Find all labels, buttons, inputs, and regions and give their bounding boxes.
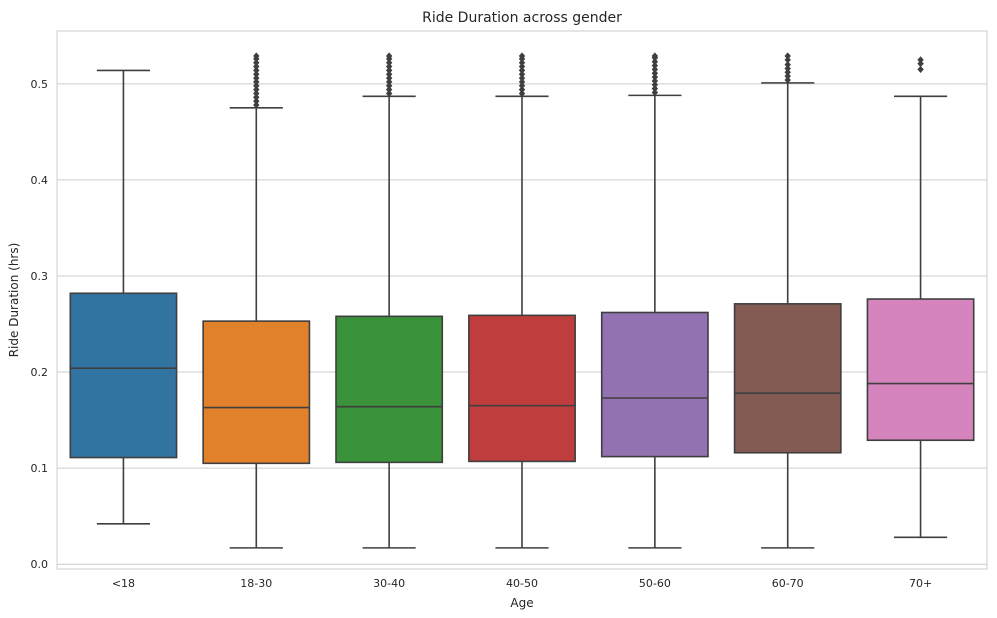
chart-title: Ride Duration across gender xyxy=(422,10,622,26)
outlier-point xyxy=(651,85,659,93)
outlier-point xyxy=(651,58,659,66)
plot-frame xyxy=(56,30,988,570)
x-tick-label: 30-40 xyxy=(373,577,405,590)
outlier-point xyxy=(518,78,526,86)
outlier-point xyxy=(253,78,260,86)
outlier-point xyxy=(385,70,393,78)
iqr-box xyxy=(202,320,311,465)
outlier-point xyxy=(518,70,526,78)
outlier-point xyxy=(253,59,260,67)
outlier-point xyxy=(651,77,659,85)
box-70+ xyxy=(866,56,975,539)
outlier-point xyxy=(917,56,924,64)
outlier-point xyxy=(917,65,924,74)
outlier-point xyxy=(518,89,526,98)
box-18-30 xyxy=(202,52,311,549)
iqr-box xyxy=(69,292,178,459)
outlier-point xyxy=(651,65,659,74)
outlier-point xyxy=(385,74,393,82)
x-tick-label: 18-30 xyxy=(240,577,272,590)
outlier-point xyxy=(385,78,393,86)
box-40-50 xyxy=(468,52,576,549)
outlier-point xyxy=(651,69,659,77)
outlier-point xyxy=(784,64,791,73)
outlier-point xyxy=(253,82,260,90)
outlier-point xyxy=(518,86,526,94)
outlier-point xyxy=(253,89,260,98)
outlier-point xyxy=(385,89,393,98)
x-axis-label: Age xyxy=(510,596,533,610)
outlier-point xyxy=(385,62,393,71)
outlier-point xyxy=(253,86,260,94)
y-tick-label: 0.5 xyxy=(31,78,49,91)
iqr-box xyxy=(733,303,842,454)
y-axis-label: Ride Duration (hrs) xyxy=(7,243,21,358)
iqr-box xyxy=(335,315,444,464)
outlier-point xyxy=(385,86,393,94)
outlier-point xyxy=(784,72,791,80)
outlier-point xyxy=(651,73,659,81)
y-tick-label: 0.0 xyxy=(31,558,49,571)
outlier-point xyxy=(253,62,260,71)
outlier-point xyxy=(253,93,260,101)
box-30-40 xyxy=(335,52,444,549)
outlier-point xyxy=(784,68,791,76)
outlier-point xyxy=(385,82,393,90)
outlier-point xyxy=(784,76,791,84)
outlier-point xyxy=(385,66,393,74)
outlier-point xyxy=(784,56,791,64)
outlier-point xyxy=(651,61,659,70)
outlier-point xyxy=(518,82,526,90)
outlier-point xyxy=(385,52,393,60)
outlier-point xyxy=(784,52,791,60)
x-tick-labels: <18 18-30 30-40 40-50 50-60 60-70 70+ xyxy=(112,577,932,590)
outlier-point xyxy=(651,52,659,60)
y-tick-label: 0.3 xyxy=(31,270,49,283)
box-50-60 xyxy=(600,52,709,549)
outlier-point xyxy=(917,60,924,68)
outlier-point xyxy=(253,70,260,78)
outlier-point xyxy=(518,59,526,67)
y-tick-labels: 0.0 0.1 0.2 0.3 0.4 0.5 xyxy=(31,78,49,571)
outlier-point xyxy=(253,101,260,109)
outlier-point xyxy=(253,52,260,60)
box-<18 xyxy=(69,69,178,525)
iqr-box xyxy=(468,314,576,463)
x-tick-label: 60-70 xyxy=(772,577,804,590)
y-tick-label: 0.1 xyxy=(31,462,49,475)
outlier-point xyxy=(253,74,260,82)
box-60-70 xyxy=(733,52,842,549)
x-tick-label: <18 xyxy=(112,577,135,590)
outlier-point xyxy=(651,81,659,89)
outlier-point xyxy=(518,62,526,71)
outlier-point xyxy=(518,74,526,82)
y-tick-label: 0.4 xyxy=(31,174,49,187)
boxes xyxy=(69,52,975,549)
iqr-box xyxy=(600,311,709,458)
iqr-box xyxy=(866,298,975,442)
outlier-point xyxy=(385,59,393,67)
x-tick-label: 40-50 xyxy=(506,577,538,590)
outlier-point xyxy=(651,88,659,97)
outlier-point xyxy=(253,66,260,74)
outlier-point xyxy=(518,66,526,74)
outlier-point xyxy=(518,52,526,60)
outlier-point xyxy=(253,97,260,105)
x-tick-label: 50-60 xyxy=(639,577,671,590)
y-tick-label: 0.2 xyxy=(31,366,49,379)
outlier-point xyxy=(784,61,791,69)
x-tick-label: 70+ xyxy=(909,577,932,590)
